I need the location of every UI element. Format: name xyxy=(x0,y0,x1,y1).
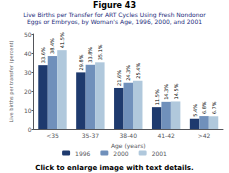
svg-text:41-42: 41-42 xyxy=(157,132,175,139)
svg-text:6.7%: 6.7% xyxy=(211,101,217,114)
svg-text:6.8%: 6.8% xyxy=(201,101,207,114)
svg-text:<35: <35 xyxy=(46,132,59,139)
svg-text:29.8%: 29.8% xyxy=(78,54,84,70)
svg-text:Click to enlarge image with te: Click to enlarge image with text details… xyxy=(35,164,193,172)
svg-text:2000: 2000 xyxy=(113,150,128,157)
svg-text:>42: >42 xyxy=(198,132,211,139)
svg-text:50: 50 xyxy=(24,31,32,38)
svg-text:Age (years): Age (years) xyxy=(110,142,146,150)
svg-text:5.4%: 5.4% xyxy=(192,104,198,117)
svg-text:14.3%: 14.3% xyxy=(163,84,169,100)
svg-text:35-37: 35-37 xyxy=(82,132,100,139)
svg-text:2001: 2001 xyxy=(152,150,167,157)
svg-text:Live births per transfer (perc: Live births per transfer (percent) xyxy=(8,40,15,122)
svg-text:33.6%: 33.6% xyxy=(40,47,46,63)
svg-text:11.5%: 11.5% xyxy=(154,89,160,105)
svg-text:25.4%: 25.4% xyxy=(135,63,141,79)
svg-text:33.8%: 33.8% xyxy=(87,47,93,63)
svg-text:Figure 43: Figure 43 xyxy=(93,1,136,10)
svg-text:10: 10 xyxy=(24,107,32,114)
svg-text:0: 0 xyxy=(28,126,32,133)
svg-text:Eggs or Embryos, by Woman's Ag: Eggs or Embryos, by Woman's Age, 1996, 2… xyxy=(27,18,202,26)
svg-text:38.4%: 38.4% xyxy=(49,38,55,54)
svg-text:38-40: 38-40 xyxy=(120,132,138,139)
svg-text:41.5%: 41.5% xyxy=(59,32,65,48)
svg-text:35.1%: 35.1% xyxy=(97,44,103,60)
svg-text:20: 20 xyxy=(24,88,32,95)
svg-text:30: 30 xyxy=(24,69,32,76)
svg-text:24.3%: 24.3% xyxy=(125,65,131,81)
svg-text:1996: 1996 xyxy=(75,150,90,157)
svg-text:21.6%: 21.6% xyxy=(116,70,122,86)
svg-text:14.5%: 14.5% xyxy=(173,83,179,99)
svg-text:40: 40 xyxy=(24,50,32,57)
svg-text:Live Births per Transfer for A: Live Births per Transfer for ART Cycles … xyxy=(23,11,206,18)
